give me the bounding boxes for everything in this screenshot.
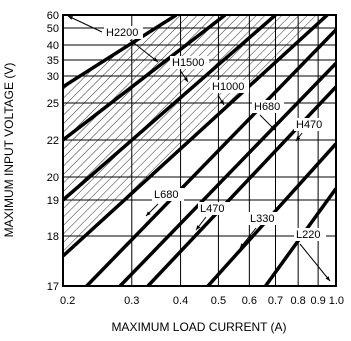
x-tick-label: 1.0	[329, 295, 344, 307]
annotation-bg	[104, 26, 143, 39]
arrowhead-icon	[196, 225, 201, 230]
y-tick-label: 18	[47, 231, 59, 243]
x-tick-label: 0.2	[60, 295, 75, 307]
annotation-l330: L330	[250, 213, 274, 225]
series-line-h1500	[63, 15, 227, 142]
series-line-h1000	[63, 15, 277, 202]
x-tick-label: 0.4	[173, 295, 188, 307]
annotation-l220: L220	[296, 229, 320, 241]
plot-frame	[62, 14, 337, 287]
annotation-bg	[210, 80, 249, 93]
y-tick-label: 35	[47, 55, 59, 67]
x-tick-label: 0.6	[242, 295, 257, 307]
y-tick-label: 22	[47, 135, 59, 147]
annotation-leader	[299, 243, 331, 282]
annotation-l470: L470	[200, 203, 224, 215]
y-tick-label: 25	[47, 98, 59, 110]
x-tick-label: 0.9	[310, 295, 325, 307]
y-tick-label: 17	[47, 281, 59, 293]
annotation-h1000: H1000	[212, 81, 244, 93]
arrowhead-icon	[183, 77, 188, 82]
annotation-h680: H680	[254, 101, 280, 113]
series-line-l680	[85, 28, 336, 286]
y-tick-label: 50	[47, 23, 59, 35]
annotation-bg	[152, 188, 184, 201]
annotation-l680: L680	[154, 189, 178, 201]
annotation-bg	[252, 100, 284, 113]
arrowhead-icon	[296, 136, 301, 141]
series-line-h2200	[63, 15, 178, 89]
arrowhead-icon	[153, 57, 158, 62]
annotation-h2200: H2200	[106, 27, 138, 39]
y-tick-label: 40	[47, 40, 59, 52]
arrowhead-icon	[146, 211, 151, 216]
arrowhead-icon	[325, 276, 330, 281]
arrowhead-icon	[270, 125, 275, 130]
x-tick-labels: 0.2 0.3 0.4 0.5 0.6 0.7 0.8 0.9 1.0	[60, 295, 344, 307]
annotation-leader	[67, 15, 103, 33]
annotation-bg	[248, 212, 280, 225]
arrowhead-icon	[68, 16, 73, 20]
x-axis-label: MAXIMUM LOAD CURRENT (A)	[111, 320, 286, 334]
annotation-bg	[294, 118, 326, 131]
y-tick-label: 60	[47, 10, 59, 22]
annotation-h470: H470	[296, 119, 322, 131]
annotation-bg	[198, 202, 230, 215]
y-tick-label: 19	[47, 195, 59, 207]
series-annotations: H2200 H1500 H1000 H680 H470 L680 L470 L330 L220	[67, 15, 331, 282]
arrowhead-icon	[219, 100, 224, 105]
y-tick-label: 20	[47, 172, 59, 184]
annotation-bg	[170, 56, 209, 69]
x-tick-label: 0.5	[211, 295, 226, 307]
arrowhead-icon	[240, 243, 245, 248]
y-axis-label: MAXIMUM INPUT VOLTAGE (V)	[2, 63, 16, 238]
x-tick-label: 0.8	[291, 295, 306, 307]
annotation-leader	[129, 39, 159, 63]
annotation-h1500: H1500	[172, 57, 204, 69]
annotation-bg	[294, 228, 326, 241]
series-line-h470	[118, 61, 336, 286]
x-tick-label: 0.7	[268, 295, 283, 307]
x-tick-label: 0.3	[124, 295, 139, 307]
series-line-h680	[63, 15, 329, 258]
y-tick-label: 30	[47, 71, 59, 83]
